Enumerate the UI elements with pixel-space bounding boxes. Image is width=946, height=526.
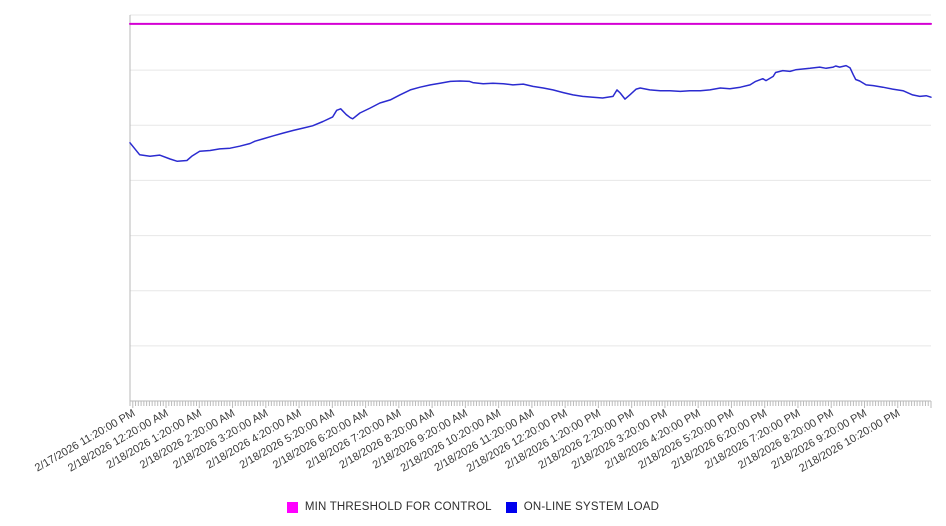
legend-label-online-system-load: ON-LINE SYSTEM LOAD (523, 501, 660, 513)
gridlines (130, 14, 931, 402)
legend-item-min-threshold[interactable]: MIN THRESHOLD FOR CONTROL (286, 501, 492, 513)
x-axis-ticks (129, 401, 932, 408)
legend-label-min-threshold: MIN THRESHOLD FOR CONTROL (304, 501, 492, 513)
series-on-line-system-load (129, 64, 932, 163)
chart-legend: MIN THRESHOLD FOR CONTROL ON-LINE SYSTEM… (0, 496, 946, 518)
x-axis-labels: 2/17/2026 11:20:00 PM2/18/2026 12:20:00 … (33, 407, 902, 475)
min-threshold-swatch-icon (286, 501, 298, 513)
line-chart-canvas: 2/17/2026 11:20:00 PM2/18/2026 12:20:00 … (33, 14, 932, 475)
online-system-load-swatch-icon (505, 501, 517, 513)
legend-item-online-system-load[interactable]: ON-LINE SYSTEM LOAD (505, 501, 660, 513)
